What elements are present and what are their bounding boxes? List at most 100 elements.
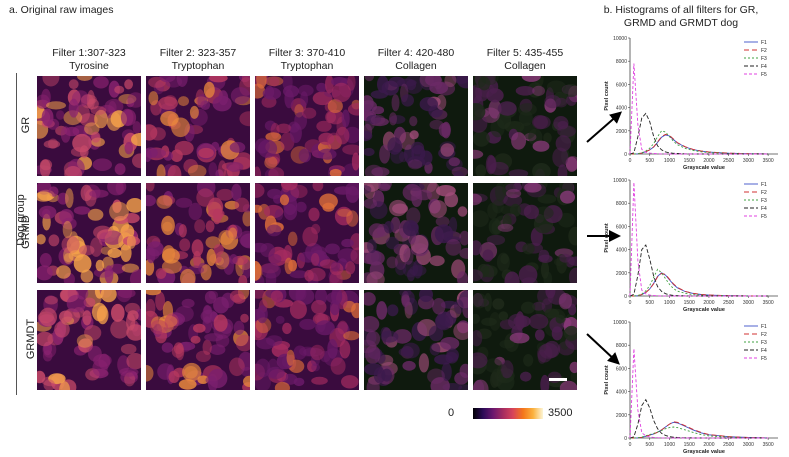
series-line-f2 xyxy=(630,421,769,439)
x-axis-label: Grayscale value xyxy=(683,307,725,312)
x-tick-label: 2000 xyxy=(703,158,714,164)
series-line-f5 xyxy=(629,348,769,439)
x-tick-label: 2500 xyxy=(723,300,734,306)
x-tick-label: 1000 xyxy=(664,158,675,164)
column-header-filter-3: Filter 3: 370-410 Tryptophan xyxy=(268,47,346,72)
x-tick-label: 0 xyxy=(629,442,632,448)
legend-label-f3: F3 xyxy=(761,340,767,346)
panel-b-title-line2: GRMD and GRMDT dog xyxy=(623,17,739,29)
y-tick-label: 2000 xyxy=(616,129,627,135)
panel-b-title: b. Histograms of all filters for GR, GRM… xyxy=(596,4,766,30)
series-line-f3 xyxy=(630,426,769,439)
histogram-grmdt: 0 2000 4000 6000 8000 10000 0 500 1000 1500 2000 25… xyxy=(604,320,778,454)
x-tick-label: 0 xyxy=(629,158,632,164)
panel-b-title-line1: b. Histograms of all filters for GR, xyxy=(603,4,759,16)
series-line-f4 xyxy=(629,244,769,297)
raw-image-gr-filter-3 xyxy=(255,76,359,176)
series-line-f2 xyxy=(630,133,769,155)
y-tick-label: 8000 xyxy=(616,201,627,207)
x-tick-label: 0 xyxy=(629,300,632,306)
series-line-f1 xyxy=(630,421,769,439)
y-tick-label: 4000 xyxy=(616,106,627,112)
raw-image-gr-filter-1 xyxy=(37,76,141,176)
x-tick-label: 2000 xyxy=(703,300,714,306)
x-tick-label: 1500 xyxy=(684,442,695,448)
legend-label-f4: F4 xyxy=(761,64,767,70)
x-tick-label: 3000 xyxy=(743,442,754,448)
x-tick-label: 2000 xyxy=(703,442,714,448)
raw-image-grmd-filter-5 xyxy=(473,183,577,283)
row-label-gr: GR xyxy=(20,116,32,134)
series-line-f2 xyxy=(630,272,769,297)
legend-label-f1: F1 xyxy=(761,40,767,46)
raw-image-grmdt-filter-5 xyxy=(473,290,577,390)
y-tick-label: 4000 xyxy=(616,390,627,396)
legend-label-f5: F5 xyxy=(761,72,767,78)
dog-group-divider xyxy=(16,73,17,395)
y-axis-label: Pixel count xyxy=(604,365,610,395)
series-line-f1 xyxy=(630,134,769,155)
histogram-grmd: 0 2000 4000 6000 8000 10000 0 500 1000 1500 2000 25… xyxy=(604,178,778,312)
legend-label-f2: F2 xyxy=(761,190,767,196)
row-label-grmdt-wrap: GRMDT xyxy=(18,319,37,359)
y-tick-label: 10000 xyxy=(613,36,627,42)
arrow-grmdt xyxy=(586,333,620,365)
raw-image-grmd-filter-4 xyxy=(364,183,468,283)
y-tick-label: 8000 xyxy=(616,59,627,65)
x-tick-label: 1500 xyxy=(684,300,695,306)
y-tick-label: 6000 xyxy=(616,82,627,88)
colorbar-max-label: 3500 xyxy=(548,407,573,419)
raw-image-grmdt-filter-4 xyxy=(364,290,468,390)
y-axis-label: Pixel count xyxy=(604,223,610,253)
legend-label-f2: F2 xyxy=(761,332,767,338)
column-header-filter-1: Filter 1:307-323 Tyrosine xyxy=(52,47,126,72)
x-tick-label: 500 xyxy=(646,158,655,164)
column-header-filter-4: Filter 4: 420-480 Collagen xyxy=(377,47,455,72)
series-line-f4 xyxy=(629,112,769,155)
legend-label-f5: F5 xyxy=(761,356,767,362)
y-tick-label: 6000 xyxy=(616,366,627,372)
x-tick-label: 1000 xyxy=(664,442,675,448)
y-tick-label: 4000 xyxy=(616,248,627,254)
y-tick-label: 2000 xyxy=(616,271,627,277)
raw-image-gr-filter-2 xyxy=(146,76,250,176)
x-tick-label: 2500 xyxy=(723,158,734,164)
y-tick-label: 0 xyxy=(624,152,627,158)
series-line-f5 xyxy=(629,63,769,155)
y-tick-label: 2000 xyxy=(616,413,627,419)
legend-label-f3: F3 xyxy=(761,56,767,62)
raw-image-grmd-filter-1 xyxy=(37,183,141,283)
y-tick-label: 0 xyxy=(624,294,627,300)
legend-label-f1: F1 xyxy=(761,182,767,188)
x-tick-label: 500 xyxy=(646,442,655,448)
y-tick-label: 0 xyxy=(624,436,627,442)
row-label-grmd: GRMD xyxy=(20,215,32,249)
x-tick-label: 2500 xyxy=(723,442,734,448)
row-label-gr-wrap: GR xyxy=(18,116,34,136)
y-tick-label: 8000 xyxy=(616,343,627,349)
legend-label-f4: F4 xyxy=(761,348,767,354)
series-line-f3 xyxy=(630,268,769,297)
histogram-gr: 0 2000 4000 6000 8000 10000 0 500 1000 1500 2000 25… xyxy=(604,36,778,170)
raw-image-gr-filter-5 xyxy=(473,76,577,176)
raw-image-grmdt-filter-2 xyxy=(146,290,250,390)
x-tick-label: 1500 xyxy=(684,158,695,164)
x-tick-label: 500 xyxy=(646,300,655,306)
column-header-filter-2: Filter 2: 323-357 Tryptophan xyxy=(159,47,237,72)
legend-label-f1: F1 xyxy=(761,324,767,330)
x-axis-label: Grayscale value xyxy=(683,449,725,454)
x-tick-label: 3500 xyxy=(763,300,774,306)
row-label-grmd-wrap: GRMD xyxy=(18,215,34,249)
legend-label-f5: F5 xyxy=(761,214,767,220)
x-tick-label: 3500 xyxy=(763,442,774,448)
x-axis-label: Grayscale value xyxy=(683,165,725,170)
x-tick-label: 3000 xyxy=(743,158,754,164)
raw-image-grmd-filter-3 xyxy=(255,183,359,283)
series-line-f3 xyxy=(630,130,769,155)
y-tick-label: 6000 xyxy=(616,224,627,230)
y-tick-label: 10000 xyxy=(613,320,627,326)
legend-label-f3: F3 xyxy=(761,198,767,204)
colorbar-min-label: 0 xyxy=(448,407,455,419)
legend-label-f4: F4 xyxy=(761,206,767,212)
scale-bar xyxy=(549,378,567,381)
